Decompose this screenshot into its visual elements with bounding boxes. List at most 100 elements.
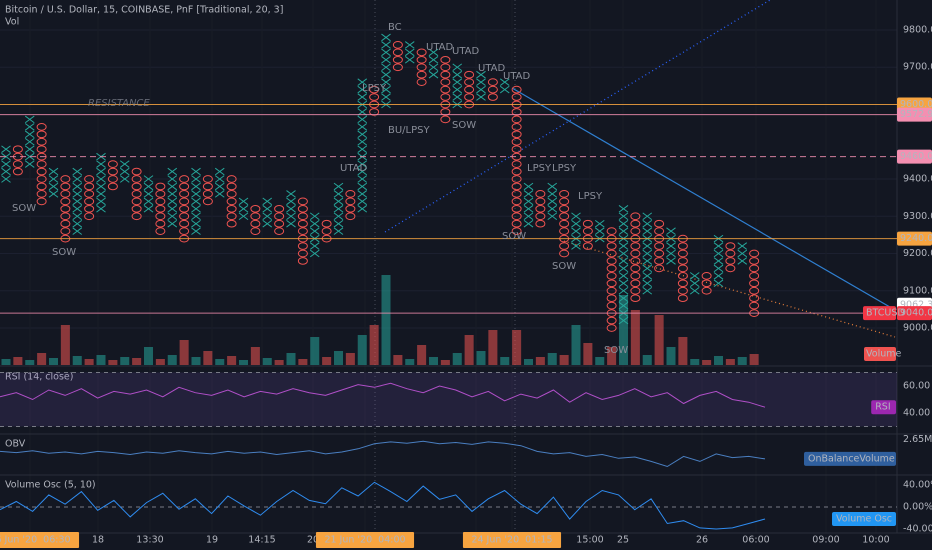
x-column bbox=[238, 197, 249, 221]
time-highlight bbox=[315, 532, 415, 548]
x-box bbox=[452, 93, 463, 101]
y-tick-label: 40.00% bbox=[903, 480, 932, 491]
x-box bbox=[262, 212, 273, 221]
o-box bbox=[535, 212, 546, 221]
x-box bbox=[618, 227, 629, 235]
o-box bbox=[84, 182, 95, 191]
o-box bbox=[36, 197, 47, 206]
indicator-tag-label: OnBalanceVolume bbox=[808, 453, 895, 464]
o-box bbox=[392, 41, 403, 49]
y-tick-label: 0.00% bbox=[903, 501, 932, 512]
x-box bbox=[666, 257, 676, 265]
o-column bbox=[297, 197, 308, 265]
x-box bbox=[357, 175, 368, 183]
o-box bbox=[155, 197, 166, 206]
x-box bbox=[618, 294, 629, 302]
o-column bbox=[701, 272, 712, 295]
x-box bbox=[72, 182, 83, 191]
volume-bar bbox=[618, 295, 629, 365]
o-box bbox=[677, 242, 688, 250]
volume-bar bbox=[333, 351, 344, 365]
volume-bar bbox=[571, 325, 581, 365]
o-box bbox=[535, 190, 546, 198]
o-box bbox=[155, 204, 166, 213]
x-box bbox=[333, 219, 344, 228]
x-column bbox=[428, 48, 439, 79]
o-box bbox=[202, 175, 213, 183]
x-box bbox=[523, 182, 534, 191]
o-column bbox=[725, 242, 736, 273]
time-tick-label: 13:30 bbox=[136, 535, 163, 546]
o-column bbox=[84, 175, 95, 221]
x-box bbox=[167, 182, 178, 191]
o-box bbox=[559, 204, 570, 213]
x-box bbox=[571, 219, 581, 228]
o-box bbox=[630, 227, 641, 236]
x-column bbox=[48, 167, 59, 198]
volume-bar bbox=[464, 335, 474, 365]
o-box bbox=[179, 227, 190, 236]
o-column bbox=[202, 175, 213, 206]
volume-bar bbox=[143, 347, 154, 365]
x-box bbox=[618, 205, 629, 213]
volume-bar bbox=[559, 355, 569, 365]
o-box bbox=[511, 115, 522, 124]
x-box bbox=[357, 130, 368, 139]
annotation: RESISTANCE bbox=[88, 98, 150, 109]
x-column bbox=[476, 70, 486, 101]
x-box bbox=[357, 205, 368, 213]
o-box bbox=[416, 55, 427, 64]
o-box bbox=[131, 182, 142, 191]
volume-bar bbox=[535, 357, 545, 365]
x-column bbox=[167, 167, 178, 228]
x-box bbox=[191, 227, 201, 235]
o-box bbox=[677, 272, 688, 280]
x-box bbox=[618, 301, 629, 310]
o-column bbox=[250, 204, 261, 236]
x-box bbox=[523, 197, 534, 206]
x-box bbox=[357, 93, 368, 101]
o-box bbox=[131, 190, 142, 198]
x-box bbox=[428, 56, 439, 64]
o-box bbox=[749, 264, 760, 273]
o-box bbox=[725, 257, 736, 265]
o-box bbox=[345, 212, 356, 221]
o-box bbox=[226, 175, 237, 183]
o-box bbox=[36, 137, 47, 146]
annotation: LPSY bbox=[527, 163, 552, 174]
x-box bbox=[452, 70, 463, 79]
o-box bbox=[155, 212, 166, 221]
x-box bbox=[191, 175, 201, 183]
o-box bbox=[511, 85, 522, 94]
annotation: SOW bbox=[502, 231, 526, 242]
o-box bbox=[155, 219, 166, 228]
volume-bar bbox=[642, 355, 652, 365]
o-box bbox=[440, 108, 451, 116]
volume-bar bbox=[1, 359, 11, 365]
o-box bbox=[511, 130, 522, 139]
o-box bbox=[559, 212, 570, 221]
o-box bbox=[226, 182, 237, 191]
x-box bbox=[476, 93, 486, 101]
o-box bbox=[155, 227, 166, 236]
o-box bbox=[654, 227, 665, 236]
x-column bbox=[666, 227, 676, 265]
x-column bbox=[96, 152, 106, 213]
x-box bbox=[381, 70, 391, 79]
x-box bbox=[1, 175, 11, 183]
o-box bbox=[606, 324, 617, 332]
x-box bbox=[309, 242, 320, 250]
o-box bbox=[654, 242, 665, 250]
time-tick-label: 06:00 bbox=[742, 535, 769, 546]
volume-bar bbox=[749, 354, 759, 365]
x-box bbox=[262, 197, 273, 206]
volume-bar bbox=[215, 359, 225, 365]
x-box bbox=[404, 41, 415, 49]
o-box bbox=[416, 63, 427, 72]
x-box bbox=[357, 167, 368, 176]
x-box bbox=[713, 249, 724, 258]
o-column bbox=[60, 175, 71, 243]
price-tag bbox=[897, 231, 932, 246]
x-box bbox=[333, 190, 344, 198]
band-fill bbox=[0, 372, 897, 427]
